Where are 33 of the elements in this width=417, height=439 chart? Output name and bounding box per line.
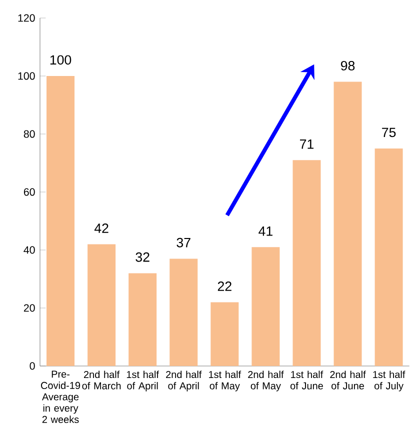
bar (374, 148, 403, 366)
x-tick-label: 1st half of July (373, 370, 406, 392)
x-tick-label: 2nd half of March (82, 370, 121, 390)
x-tick-label: 1st half of April (126, 370, 159, 392)
bar (334, 82, 362, 366)
x-tick-label: Pre-Covid-19 Average in every 2 weeks (41, 370, 80, 424)
x-tick-label: 2nd half of May (248, 370, 284, 392)
bar (252, 247, 280, 366)
y-tick-label: 0 (30, 362, 35, 370)
x-tick-label: 2nd half of April (166, 370, 202, 392)
data-label: 71 (300, 140, 314, 149)
bar (210, 302, 239, 366)
y-tick-label: 80 (24, 130, 35, 138)
data-label: 98 (340, 60, 355, 70)
bar (170, 258, 198, 366)
bar (88, 244, 116, 366)
x-tick-label: 1st half of May (209, 370, 242, 392)
bar (128, 273, 157, 366)
data-label: 22 (218, 282, 232, 291)
y-tick-label: 60 (24, 188, 35, 196)
data-label: 100 (50, 55, 72, 65)
y-tick-label: 100 (18, 72, 35, 80)
data-label: 42 (94, 224, 108, 233)
data-label: 37 (176, 238, 190, 248)
y-tick-label: 20 (24, 304, 35, 312)
data-label: 41 (258, 226, 272, 236)
data-label: 75 (382, 128, 396, 138)
x-tick-label: 2nd half of June (330, 370, 366, 390)
data-label: 32 (136, 252, 150, 262)
y-tick-label: 40 (24, 246, 35, 254)
y-tick-label: 120 (18, 14, 35, 22)
x-tick-label: 1st half of June (290, 370, 324, 390)
bar (46, 76, 75, 366)
